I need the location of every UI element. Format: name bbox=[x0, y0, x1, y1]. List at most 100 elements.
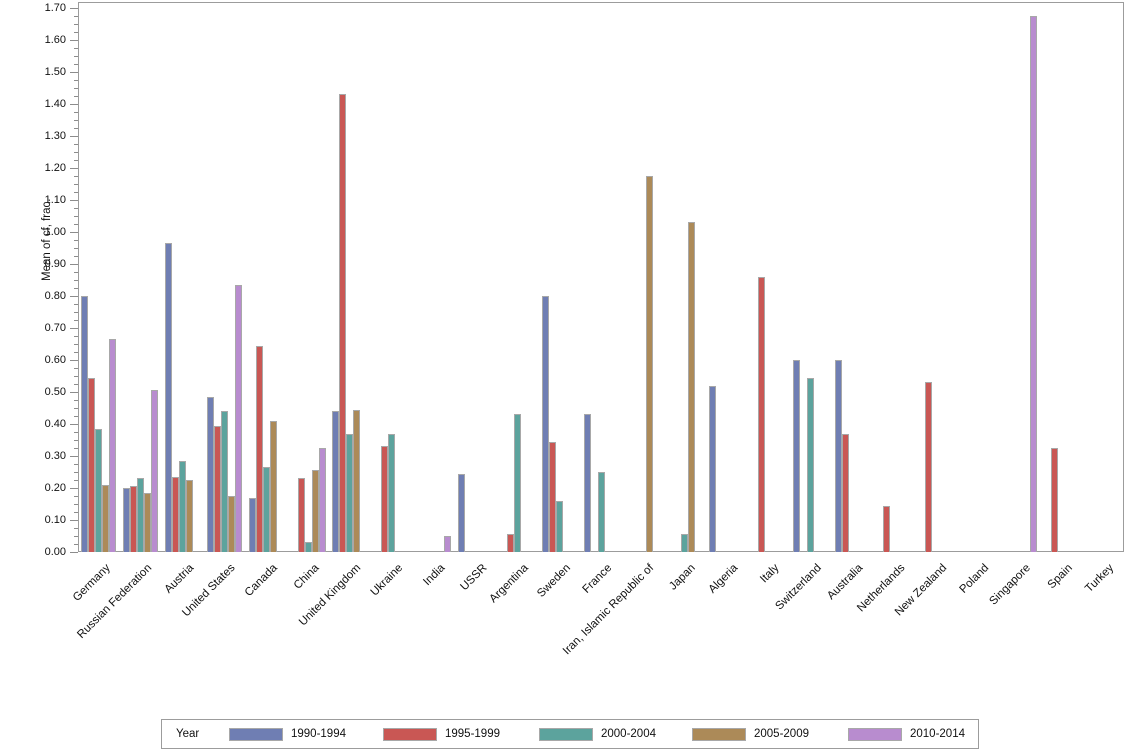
legend-entry-label: 2000-2004 bbox=[601, 728, 656, 740]
y-minor-tick bbox=[74, 376, 78, 377]
y-major-tick bbox=[70, 200, 78, 201]
y-tick-label: 1.30 bbox=[44, 130, 66, 142]
bar bbox=[172, 477, 179, 552]
y-minor-tick bbox=[74, 320, 78, 321]
y-major-tick bbox=[70, 136, 78, 137]
legend-entry-label: 2010-2014 bbox=[910, 728, 965, 740]
bar bbox=[221, 411, 228, 552]
y-minor-tick bbox=[74, 48, 78, 49]
y-major-tick bbox=[70, 296, 78, 297]
legend-swatch bbox=[229, 728, 283, 741]
legend-title: Year bbox=[176, 728, 200, 740]
x-tick-label: Argentina bbox=[487, 562, 531, 606]
y-tick-label: 0.90 bbox=[44, 258, 66, 270]
bar bbox=[109, 339, 116, 552]
legend-swatch bbox=[539, 728, 593, 741]
bar bbox=[346, 434, 353, 552]
y-major-tick bbox=[70, 424, 78, 425]
bar bbox=[263, 467, 270, 552]
bar bbox=[165, 243, 172, 552]
bar bbox=[88, 378, 95, 552]
y-minor-tick bbox=[74, 536, 78, 537]
x-tick-label: USSR bbox=[457, 562, 489, 594]
y-major-tick bbox=[70, 520, 78, 521]
bar bbox=[758, 277, 765, 552]
legend-entry-label: 1995-1999 bbox=[445, 728, 500, 740]
y-tick-label: 0.10 bbox=[44, 514, 66, 526]
bar bbox=[339, 94, 346, 552]
y-tick-label: 0.40 bbox=[44, 418, 66, 430]
x-tick-label: Singapore bbox=[987, 562, 1033, 608]
y-minor-tick bbox=[74, 448, 78, 449]
y-minor-tick bbox=[74, 216, 78, 217]
y-tick-label: 0.80 bbox=[44, 290, 66, 302]
y-minor-tick bbox=[74, 248, 78, 249]
x-tick-label: Russian Federation bbox=[75, 562, 155, 642]
x-tick-label: Ukraine bbox=[368, 562, 406, 599]
bar bbox=[807, 378, 814, 552]
bar bbox=[1051, 448, 1058, 552]
y-minor-tick bbox=[74, 472, 78, 473]
bar bbox=[709, 386, 716, 552]
y-minor-tick bbox=[74, 544, 78, 545]
bar bbox=[514, 414, 521, 552]
y-minor-tick bbox=[74, 184, 78, 185]
y-tick-label: 0.20 bbox=[44, 482, 66, 494]
y-major-tick bbox=[70, 456, 78, 457]
bar bbox=[102, 485, 109, 552]
y-minor-tick bbox=[74, 160, 78, 161]
y-minor-tick bbox=[74, 440, 78, 441]
bar bbox=[688, 222, 695, 552]
y-major-tick bbox=[70, 72, 78, 73]
x-tick-label: Spain bbox=[1045, 562, 1075, 592]
y-tick-label: 1.40 bbox=[44, 98, 66, 110]
y-major-tick bbox=[70, 488, 78, 489]
y-tick-label: 0.50 bbox=[44, 386, 66, 398]
bar bbox=[186, 480, 193, 552]
x-tick-label: Iran, Islamic Republic of bbox=[561, 562, 657, 658]
bar bbox=[444, 536, 451, 552]
y-minor-tick bbox=[74, 16, 78, 17]
y-tick-label: 1.20 bbox=[44, 162, 66, 174]
bar bbox=[137, 478, 144, 552]
bar bbox=[793, 360, 800, 552]
x-tick-label: Algeria bbox=[706, 562, 741, 596]
y-tick-label: 1.50 bbox=[44, 66, 66, 78]
bar bbox=[388, 434, 395, 552]
y-major-tick bbox=[70, 360, 78, 361]
bar bbox=[353, 410, 360, 552]
bar bbox=[598, 472, 605, 552]
bar bbox=[123, 488, 130, 552]
bar bbox=[842, 434, 849, 552]
y-tick-label: 0.30 bbox=[44, 450, 66, 462]
y-major-tick bbox=[70, 8, 78, 9]
y-minor-tick bbox=[74, 24, 78, 25]
x-tick-label: Turkey bbox=[1083, 562, 1117, 596]
y-tick-label: 1.60 bbox=[44, 34, 66, 46]
bar bbox=[835, 360, 842, 552]
y-minor-tick bbox=[74, 56, 78, 57]
x-tick-label: Italy bbox=[758, 562, 782, 586]
x-tick-label: Poland bbox=[957, 562, 992, 596]
y-major-tick bbox=[70, 232, 78, 233]
x-tick-label: France bbox=[580, 562, 615, 596]
bar bbox=[332, 411, 339, 552]
y-minor-tick bbox=[74, 288, 78, 289]
bar bbox=[256, 346, 263, 552]
bar bbox=[584, 414, 591, 552]
bar bbox=[249, 498, 256, 552]
bar bbox=[81, 296, 88, 552]
y-minor-tick bbox=[74, 416, 78, 417]
legend: Year 1990-1994 1995-1999 2000-2004 2005-200… bbox=[161, 719, 979, 749]
y-minor-tick bbox=[74, 344, 78, 345]
x-tick-label: Austria bbox=[162, 562, 197, 596]
y-minor-tick bbox=[74, 208, 78, 209]
y-minor-tick bbox=[74, 504, 78, 505]
y-minor-tick bbox=[74, 128, 78, 129]
bar bbox=[681, 534, 688, 552]
y-minor-tick bbox=[74, 384, 78, 385]
y-major-tick bbox=[70, 264, 78, 265]
bar bbox=[458, 474, 465, 552]
bar bbox=[1030, 16, 1037, 552]
